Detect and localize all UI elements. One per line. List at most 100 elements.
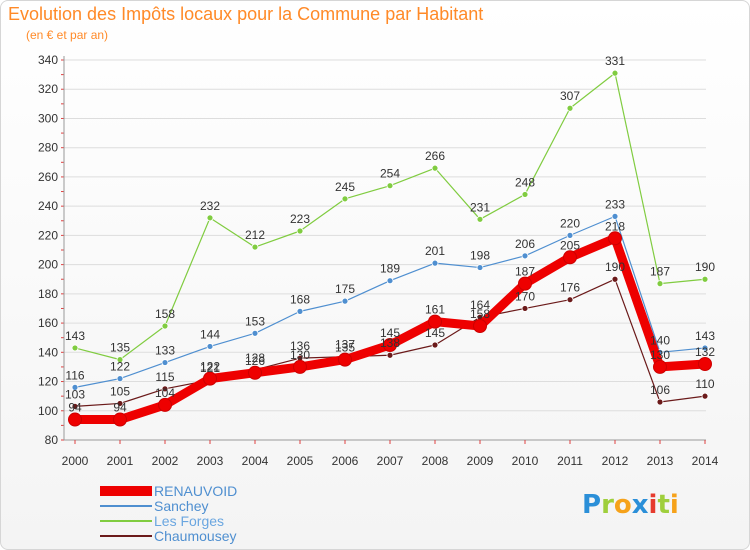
data-label: 266 <box>425 149 445 163</box>
x-tick-label: 2002 <box>152 454 179 468</box>
data-point <box>431 164 439 172</box>
data-label: 128 <box>245 351 265 365</box>
data-point <box>161 359 169 366</box>
data-label: 245 <box>335 180 355 194</box>
data-label: 190 <box>605 260 625 274</box>
data-point <box>341 297 349 305</box>
data-point <box>386 277 394 285</box>
y-tick-label: 240 <box>38 199 58 213</box>
data-point <box>656 398 664 406</box>
data-point <box>611 212 619 220</box>
data-label: 145 <box>380 326 400 340</box>
data-label: 115 <box>155 370 174 384</box>
data-point <box>68 412 82 427</box>
data-label: 106 <box>650 383 670 397</box>
x-tick-label: 2013 <box>647 454 674 468</box>
data-point <box>566 231 574 239</box>
x-tick-label: 2003 <box>197 454 224 468</box>
data-point <box>611 69 619 77</box>
data-label: 164 <box>470 298 490 312</box>
y-tick-label: 260 <box>38 170 58 184</box>
data-label: 136 <box>290 339 310 353</box>
x-tick-label: 2005 <box>287 454 314 468</box>
data-label: 135 <box>110 341 130 355</box>
chart-legend: RENAUVOID Sanchey Les Forges Chaumousey <box>100 483 400 544</box>
data-label: 104 <box>155 386 175 400</box>
data-label: 105 <box>110 384 130 398</box>
data-label: 126 <box>245 354 265 368</box>
y-tick-label: 120 <box>38 375 58 389</box>
y-tick-label: 80 <box>45 433 59 447</box>
legend-label: Sanchey <box>154 498 209 514</box>
y-tick-label: 220 <box>38 228 58 242</box>
data-label: 138 <box>380 336 400 350</box>
data-point <box>566 296 574 304</box>
data-point <box>71 344 79 352</box>
logo-letter: t <box>657 490 670 520</box>
data-point <box>566 104 574 112</box>
legend-label: Chaumousey <box>154 528 237 544</box>
legend-item: RENAUVOID <box>100 483 400 499</box>
data-label: 201 <box>425 244 445 258</box>
data-point <box>383 338 397 352</box>
data-point <box>251 329 259 337</box>
x-tick-label: 2011 <box>557 454 583 468</box>
x-tick-label: 2009 <box>467 454 494 468</box>
chart-subtitle: (en € et par an) <box>26 28 109 42</box>
data-label: 248 <box>515 175 535 189</box>
data-label: 110 <box>695 377 714 391</box>
logo-letter: r <box>601 490 614 520</box>
data-point <box>158 397 172 412</box>
data-label: 232 <box>200 199 220 213</box>
data-label: 331 <box>605 54 625 68</box>
data-point <box>476 215 484 223</box>
x-tick-label: 2012 <box>602 454 629 468</box>
y-tick-label: 160 <box>38 316 58 330</box>
data-label: 153 <box>245 314 265 328</box>
legend-label: Les Forges <box>154 513 225 529</box>
data-label: 133 <box>155 344 175 358</box>
data-point <box>653 359 667 374</box>
data-point <box>161 322 169 330</box>
legend-swatch <box>100 505 152 507</box>
data-point <box>476 264 484 271</box>
data-point <box>473 319 487 333</box>
data-label: 161 <box>425 303 445 317</box>
legend-swatch <box>100 535 152 537</box>
data-label: 103 <box>65 387 85 401</box>
data-point <box>518 276 532 291</box>
logo-letter: x <box>631 490 649 520</box>
y-tick-label: 280 <box>38 141 58 155</box>
legend-label: RENAUVOID <box>154 483 238 499</box>
x-tick-label: 2006 <box>332 454 359 468</box>
data-point <box>341 195 349 203</box>
x-tick-label: 2000 <box>62 454 89 468</box>
data-point <box>428 314 442 329</box>
data-point <box>701 275 709 283</box>
y-tick-label: 340 <box>38 53 58 67</box>
data-label: 158 <box>470 307 490 321</box>
legend-item: Sanchey <box>100 498 400 514</box>
data-point <box>206 343 214 350</box>
data-point <box>431 259 439 267</box>
legend-item: Les Forges <box>100 513 400 529</box>
data-label: 135 <box>335 341 355 355</box>
x-tick-label: 2001 <box>107 454 134 468</box>
data-label: 198 <box>470 249 490 263</box>
data-label: 205 <box>560 238 580 252</box>
data-point <box>338 352 352 367</box>
data-label: 94 <box>68 401 82 415</box>
legend-swatch <box>100 520 152 522</box>
y-tick-label: 100 <box>38 404 58 418</box>
data-label: 137 <box>335 338 355 352</box>
data-label: 170 <box>515 289 535 303</box>
data-label: 307 <box>560 89 580 103</box>
data-point <box>386 351 394 359</box>
data-label: 220 <box>560 216 580 230</box>
data-label: 130 <box>290 348 310 362</box>
chart-title: Evolution des Impôts locaux pour la Comm… <box>8 4 484 24</box>
data-label: 144 <box>200 327 220 341</box>
data-label: 187 <box>650 265 670 279</box>
data-point <box>113 412 127 427</box>
x-tick-label: 2007 <box>377 454 404 468</box>
